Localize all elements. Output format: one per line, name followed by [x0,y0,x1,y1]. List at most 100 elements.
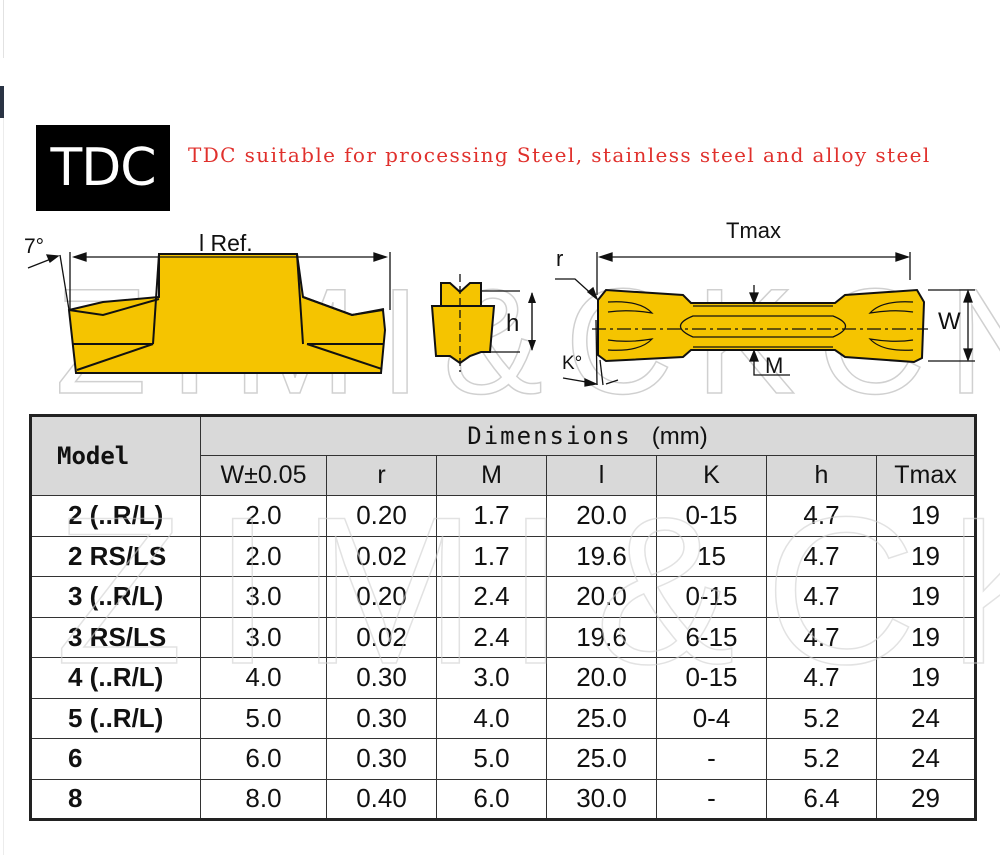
top-view [592,288,928,364]
length-label-l-ref: l Ref. [199,230,253,256]
side-view-dimensions [27,252,391,311]
model-cell: 3 RS/LS [30,616,201,658]
cell-k: 0-4 [656,697,767,739]
cell-w: 3.0 [200,576,327,618]
radius-label-r: r [556,246,564,271]
cell-m: 2.4 [436,616,547,658]
end-view [430,274,536,372]
cell-l: 19.6 [546,616,657,658]
cell-k: - [656,778,767,820]
cell-r: 0.30 [326,738,437,780]
table-row: 3 (..R/L) 3.0 0.20 2.4 20.0 0-15 4.7 19 [30,576,976,618]
cell-l: 25.0 [546,697,657,739]
model-cell: 3 (..R/L) [30,576,201,618]
cell-h: 5.2 [766,697,877,739]
cell-l: 20.0 [546,657,657,699]
cell-m: 5.0 [436,738,547,780]
dimensions-unit: (mm) [651,422,708,450]
table-row: 3 RS/LS 3.0 0.02 2.4 19.6 6-15 4.7 19 [30,616,976,658]
top-view-dimensions [555,252,975,387]
col-header-tmax: Tmax [876,455,976,496]
cell-l: 20.0 [546,495,657,537]
cell-w: 6.0 [200,738,327,780]
col-header-k: K [656,455,767,496]
col-header-w: W±0.05 [200,455,327,496]
model-cell: 4 (..R/L) [30,657,201,699]
cell-tmax: 19 [876,495,976,537]
angle-label-7: 7° [24,235,45,258]
col-header-r: r [326,455,437,496]
cell-k: 0-15 [656,657,767,699]
col-header-l: l [546,455,657,496]
table-row: 8 8.0 0.40 6.0 30.0 - 6.4 29 [30,778,976,820]
cell-r: 0.40 [326,778,437,820]
cell-tmax: 19 [876,576,976,618]
cell-r: 0.02 [326,535,437,577]
cell-tmax: 24 [876,738,976,780]
cell-m: 2.4 [436,576,547,618]
dimensions-table: Model Dimensions (mm) W±0.05 r M l K h Tm… [29,414,977,821]
cell-tmax: 19 [876,535,976,577]
length-label-tmax: Tmax [726,218,781,243]
cell-r: 0.02 [326,616,437,658]
dimensions-header: Dimensions (mm) [200,415,976,456]
brand-tagline: TDC suitable for processing Steel, stain… [188,143,931,167]
cell-k: 0-15 [656,495,767,537]
model-cell: 5 (..R/L) [30,697,201,739]
cell-tmax: 19 [876,657,976,699]
cell-h: 4.7 [766,657,877,699]
cell-k: - [656,738,767,780]
table-row: 5 (..R/L) 5.0 0.30 4.0 25.0 0-4 5.2 24 [30,697,976,739]
table-row: 2 (..R/L) 2.0 0.20 1.7 20.0 0-15 4.7 19 [30,495,976,537]
cell-w: 2.0 [200,495,327,537]
side-view [67,253,387,374]
cell-tmax: 24 [876,697,976,739]
cell-r: 0.20 [326,576,437,618]
cell-h: 4.7 [766,535,877,577]
cell-w: 3.0 [200,616,327,658]
cell-k: 15 [656,535,767,577]
cell-k: 0-15 [656,576,767,618]
cell-w: 5.0 [200,697,327,739]
angle-label-k: K° [562,353,583,374]
brand-logo: TDC [36,125,170,211]
cell-m: 4.0 [436,697,547,739]
insert-diagram: 7° l Ref. h Tmax r K° W M [0,210,1000,410]
cell-w: 2.0 [200,535,327,577]
cell-r: 0.20 [326,495,437,537]
model-cell: 2 (..R/L) [30,495,201,537]
col-header-h: h [766,455,877,496]
cell-h: 5.2 [766,738,877,780]
table-row: 4 (..R/L) 4.0 0.30 3.0 20.0 0-15 4.7 19 [30,657,976,699]
cell-r: 0.30 [326,657,437,699]
cell-m: 6.0 [436,778,547,820]
table-row: 6 6.0 0.30 5.0 25.0 - 5.2 24 [30,738,976,780]
cell-l: 20.0 [546,576,657,618]
insert-drawing [27,252,975,387]
cell-l: 25.0 [546,738,657,780]
cell-w: 4.0 [200,657,327,699]
cell-m: 3.0 [436,657,547,699]
model-header: Model [30,415,201,496]
cell-m: 1.7 [436,495,547,537]
cell-l: 30.0 [546,778,657,820]
cell-h: 4.7 [766,495,877,537]
cell-k: 6-15 [656,616,767,658]
model-cell: 2 RS/LS [30,535,201,577]
model-cell: 6 [30,738,201,780]
page-edge-divider [0,118,4,855]
neck-label-m: M [765,353,784,378]
cell-r: 0.30 [326,697,437,739]
cell-w: 8.0 [200,778,327,820]
page-edge-marker [0,86,4,118]
cell-m: 1.7 [436,535,547,577]
cell-l: 19.6 [546,535,657,577]
model-cell: 8 [30,778,201,820]
cell-h: 4.7 [766,616,877,658]
cell-tmax: 19 [876,616,976,658]
height-label-h: h [506,310,520,337]
page-edge-divider [0,0,4,58]
width-label-w: W [938,308,961,335]
table-row: 2 RS/LS 2.0 0.02 1.7 19.6 15 4.7 19 [30,535,976,577]
cell-tmax: 29 [876,778,976,820]
